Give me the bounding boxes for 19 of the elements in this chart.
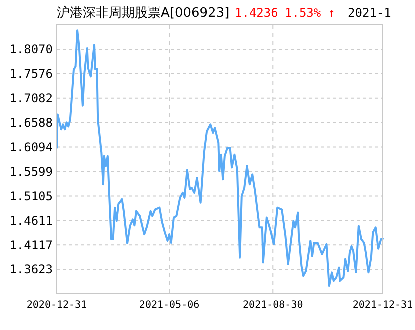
y-tick-label: 1.6094 (10, 140, 53, 154)
y-tick-label: 1.8070 (10, 42, 53, 57)
y-tick-label: 1.7576 (10, 67, 53, 82)
x-tick-label: 2021-05-06 (139, 300, 200, 311)
text: 2021-1 (348, 6, 392, 20)
text: 1.53% ↑ (285, 6, 336, 20)
y-tick-label: 1.3623 (10, 262, 53, 277)
x-tick-label: 2021-08-30 (243, 300, 304, 311)
chart-title: 沪港深非周期股票A[006923] (57, 5, 230, 21)
line-series (56, 30, 384, 288)
x-tick-label: 2020-12-31 (26, 300, 88, 311)
y-tick-label: 1.7082 (10, 92, 53, 106)
y-tick-label: 1.6588 (10, 116, 53, 130)
y-tick-label: 1.5599 (10, 164, 53, 179)
y-tick-label: 1.4611 (10, 214, 53, 228)
text: 1.4236 (235, 6, 278, 20)
x-tick-label: 2021-12-31 (352, 300, 414, 311)
y-tick-label: 1.4117 (10, 238, 53, 252)
y-tick-label: 1.5105 (10, 189, 53, 204)
